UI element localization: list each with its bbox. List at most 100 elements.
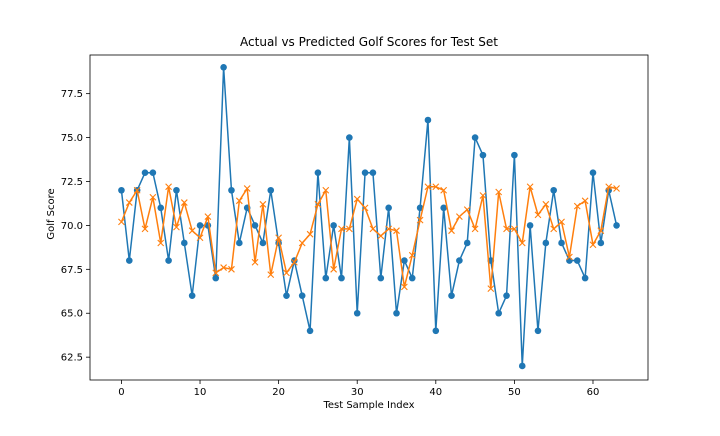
y-axis: 62.5 65.0 67.5 70.0 72.5 75.0 77.5 — [61, 89, 90, 364]
y-tick-label: 77.5 — [61, 89, 83, 100]
data-point — [306, 230, 314, 238]
data-point — [243, 185, 251, 192]
data-point — [338, 225, 345, 233]
data-point — [259, 200, 267, 208]
data-point — [157, 204, 165, 212]
data-point — [141, 169, 149, 177]
data-point — [361, 204, 369, 212]
data-point — [432, 183, 440, 191]
plot-frame — [89, 54, 649, 381]
data-point — [542, 239, 550, 247]
data-point — [400, 283, 408, 291]
data-point — [346, 134, 353, 141]
data-point — [534, 327, 542, 335]
data-point — [196, 222, 204, 229]
data-point — [118, 186, 125, 194]
y-tick-label: 75.0 — [61, 133, 83, 144]
x-tick-label: 40 — [429, 387, 442, 398]
data-point — [180, 199, 188, 206]
data-point — [228, 265, 235, 273]
x-axis: 0 10 20 30 40 50 60 — [118, 380, 599, 398]
data-point — [471, 134, 479, 141]
data-point — [416, 216, 424, 224]
data-point — [463, 239, 471, 247]
data-point — [314, 200, 322, 208]
data-point — [314, 169, 322, 177]
data-point — [196, 234, 204, 242]
data-point — [204, 213, 212, 221]
data-point — [471, 225, 479, 233]
y-tick-label: 65.0 — [61, 309, 83, 320]
data-point — [511, 151, 518, 159]
data-point — [330, 222, 337, 229]
data-point — [259, 239, 267, 247]
data-point — [235, 197, 243, 205]
data-point — [125, 257, 133, 264]
data-point — [448, 292, 455, 299]
data-point — [424, 183, 432, 191]
x-tick-label: 60 — [587, 387, 600, 398]
data-point — [338, 274, 345, 282]
data-point — [283, 292, 290, 299]
data-point — [487, 285, 495, 293]
data-point — [385, 225, 393, 233]
data-point — [511, 225, 518, 233]
data-point — [290, 258, 298, 266]
x-tick-label: 30 — [351, 387, 364, 398]
data-point — [251, 222, 259, 229]
data-point — [526, 183, 534, 191]
data-point — [416, 204, 424, 212]
data-point — [558, 239, 565, 247]
data-point — [455, 213, 463, 221]
data-point — [361, 169, 369, 177]
data-point — [322, 186, 330, 194]
data-point — [432, 327, 440, 335]
x-tick-label: 10 — [194, 387, 207, 398]
y-tick-label: 62.5 — [61, 353, 83, 364]
x-axis-title: Test Sample Index — [322, 400, 414, 411]
data-point — [377, 232, 385, 240]
series-2-line — [120, 186, 617, 290]
data-point — [298, 292, 306, 299]
data-point — [566, 253, 573, 261]
data-point — [550, 225, 558, 233]
data-point — [385, 204, 392, 212]
data-point — [597, 239, 605, 247]
data-point — [495, 188, 503, 196]
x-tick-label: 50 — [508, 387, 521, 398]
data-point — [212, 274, 220, 282]
data-point — [353, 309, 361, 317]
data-point — [125, 199, 133, 206]
data-point — [456, 257, 463, 264]
data-point — [573, 257, 581, 264]
data-point — [165, 257, 172, 264]
data-point — [345, 225, 353, 233]
data-point — [558, 218, 565, 226]
data-point — [377, 274, 385, 282]
x-tick-label: 0 — [118, 387, 124, 398]
data-point — [550, 186, 557, 194]
data-point — [353, 195, 361, 203]
data-point — [220, 63, 227, 71]
y-axis-title: Golf Score — [46, 188, 57, 239]
data-point — [393, 227, 400, 235]
chart-title: Actual vs Predicted Golf Scores for Test… — [240, 35, 498, 49]
series-1 — [118, 63, 620, 370]
data-point — [173, 223, 180, 231]
data-point — [149, 193, 157, 201]
series-2 — [118, 183, 620, 293]
data-point — [251, 258, 259, 266]
data-point — [440, 186, 448, 194]
data-point — [149, 169, 157, 177]
data-point — [118, 218, 125, 226]
data-point — [212, 269, 220, 277]
data-point — [581, 274, 589, 282]
data-point — [581, 197, 589, 205]
data-point — [228, 186, 235, 194]
data-point — [534, 211, 542, 219]
data-point — [133, 186, 141, 194]
data-point — [479, 151, 487, 159]
data-point — [566, 257, 573, 264]
y-tick-label: 70.0 — [61, 221, 83, 232]
